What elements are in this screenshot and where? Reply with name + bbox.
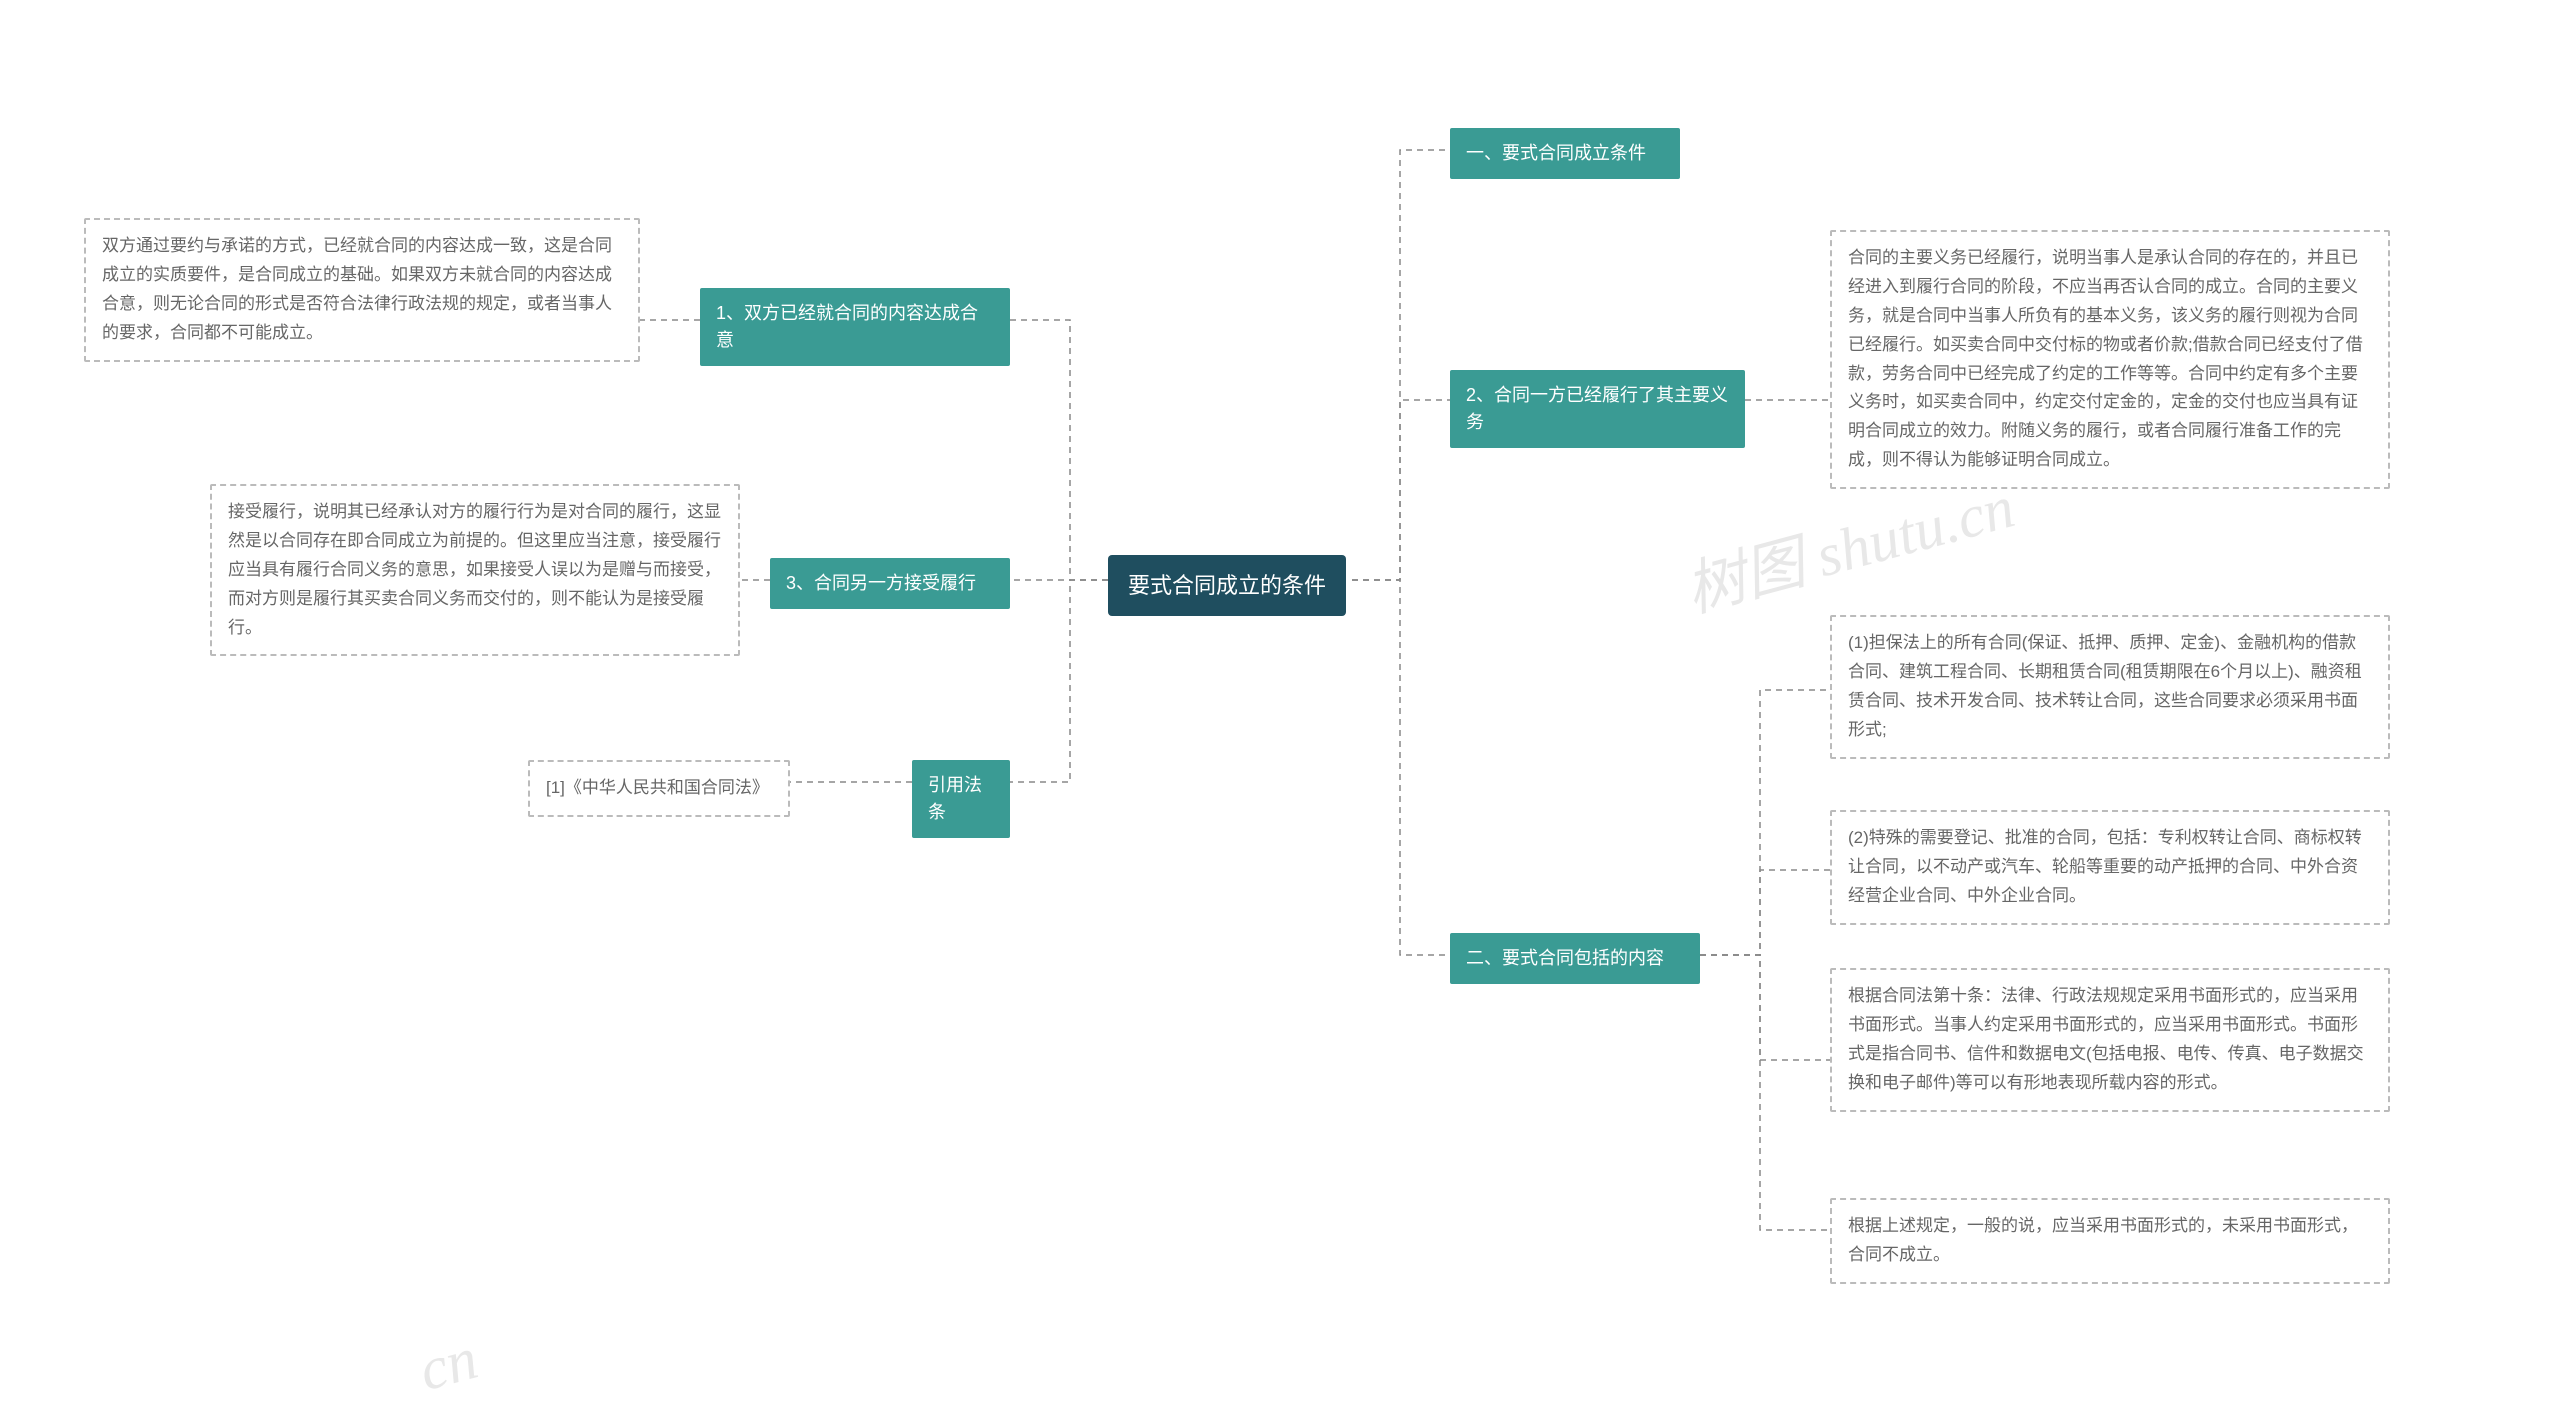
branch-left-1[interactable]: 1、双方已经就合同的内容达成合意	[700, 288, 1010, 366]
branch-left-3[interactable]: 引用法条	[912, 760, 1010, 838]
branch-right-2[interactable]: 2、合同一方已经履行了其主要义务	[1450, 370, 1745, 448]
center-node[interactable]: 要式合同成立的条件	[1108, 555, 1346, 616]
leaf-right-3-0: (1)担保法上的所有合同(保证、抵押、质押、定金)、金融机构的借款合同、建筑工程…	[1830, 615, 2390, 759]
watermark: cn	[412, 1324, 485, 1404]
branch-left-2[interactable]: 3、合同另一方接受履行	[770, 558, 1010, 609]
leaf-right-3-1: (2)特殊的需要登记、批准的合同，包括：专利权转让合同、商标权转让合同，以不动产…	[1830, 810, 2390, 925]
leaf-right-2-0: 合同的主要义务已经履行，说明当事人是承认合同的存在的，并且已经进入到履行合同的阶…	[1830, 230, 2390, 489]
leaf-left-2: 接受履行，说明其已经承认对方的履行行为是对合同的履行，这显然是以合同存在即合同成…	[210, 484, 740, 656]
leaf-right-3-2: 根据合同法第十条：法律、行政法规规定采用书面形式的，应当采用书面形式。当事人约定…	[1830, 968, 2390, 1112]
leaf-left-1: 双方通过要约与承诺的方式，已经就合同的内容达成一致，这是合同成立的实质要件，是合…	[84, 218, 640, 362]
branch-right-1[interactable]: 一、要式合同成立条件	[1450, 128, 1680, 179]
leaf-left-3: [1]《中华人民共和国合同法》	[528, 760, 790, 817]
branch-right-3[interactable]: 二、要式合同包括的内容	[1450, 933, 1700, 984]
leaf-right-3-3: 根据上述规定，一般的说，应当采用书面形式的，未采用书面形式，合同不成立。	[1830, 1198, 2390, 1284]
